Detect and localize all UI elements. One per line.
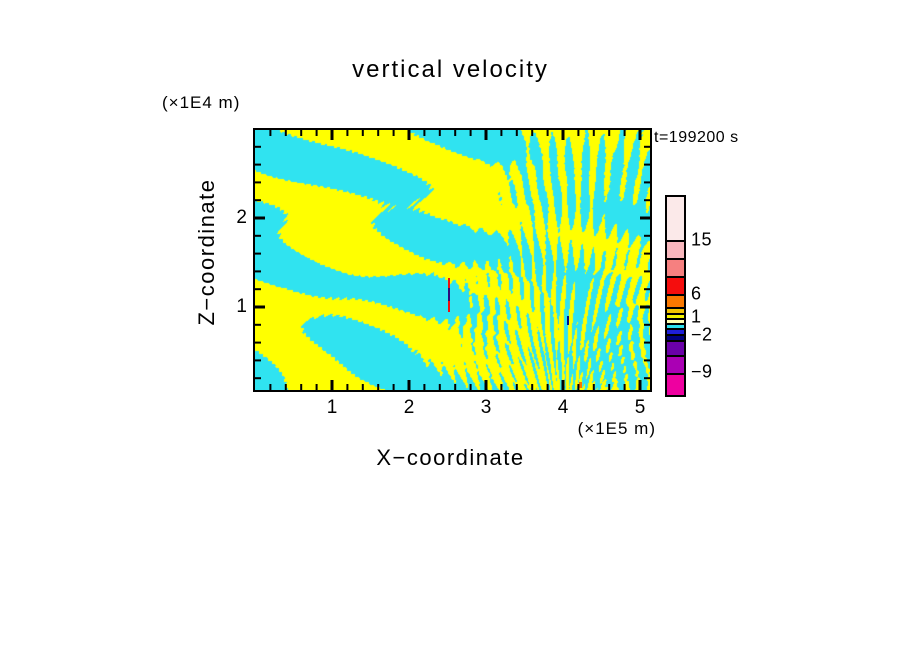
colorbar-segment-13 xyxy=(667,375,684,395)
colorbar-segment-8 xyxy=(667,325,684,330)
colorbar-label-−9: −9 xyxy=(691,361,713,382)
x-tick-label-3: 3 xyxy=(480,397,492,418)
z-tick-label-1: 1 xyxy=(236,296,247,317)
colorbar-segment-3 xyxy=(667,278,684,296)
colorbar-segment-12 xyxy=(667,357,684,375)
x-tick-label-1: 1 xyxy=(326,397,338,418)
plot-frame xyxy=(253,128,652,392)
extreme-spot-3 xyxy=(579,382,582,388)
velocity-field-canvas xyxy=(255,130,650,390)
colorbar-segment-6 xyxy=(667,315,684,320)
colorbar-segment-5 xyxy=(667,309,684,315)
colorbar-label-6: 6 xyxy=(691,283,702,304)
plot-title: vertical velocity xyxy=(352,56,549,83)
colorbar-segment-1 xyxy=(667,242,684,260)
extreme-spot-2 xyxy=(567,316,569,325)
x-tick-label-5: 5 xyxy=(634,397,646,418)
colorbar-segment-2 xyxy=(667,260,684,278)
colorbar-segment-4 xyxy=(667,296,684,309)
x-tick-label-4: 4 xyxy=(557,397,569,418)
extreme-spot-1 xyxy=(448,288,450,301)
time-annotation: t=199200 s xyxy=(654,129,739,146)
colorbar-segment-7 xyxy=(667,320,684,325)
x-tick-label-2: 2 xyxy=(403,397,415,418)
colorbar-label-1: 1 xyxy=(691,306,702,327)
x-axis-title: X−coordinate xyxy=(376,445,525,470)
z-axis-title: Z−coordinate xyxy=(194,178,219,326)
colorbar-segment-11 xyxy=(667,342,684,357)
colorbar-segment-10 xyxy=(667,336,684,342)
z-tick-label-2: 2 xyxy=(236,207,247,228)
colorbar-segment-9 xyxy=(667,330,684,336)
x-axis-unit-label: (×1E5 m) xyxy=(577,419,656,438)
colorbar-label-15: 15 xyxy=(691,229,713,250)
colorbar-label-−2: −2 xyxy=(691,324,713,345)
z-axis-unit-label: (×1E4 m) xyxy=(162,93,241,112)
colorbar-segment-0 xyxy=(667,197,684,242)
colorbar xyxy=(665,195,686,397)
axis-ticks xyxy=(255,130,650,390)
